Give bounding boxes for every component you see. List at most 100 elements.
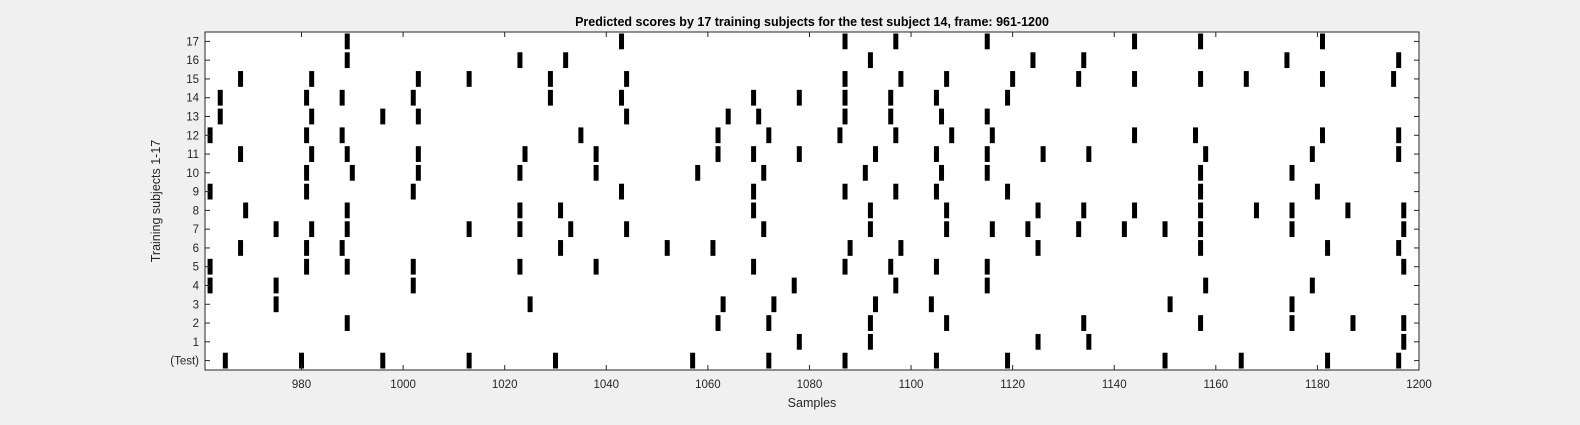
event-mark-row-12-7 [893, 127, 899, 144]
event-mark-row-3-2 [720, 296, 726, 313]
event-mark-row-7-17 [1401, 221, 1407, 238]
event-mark-row-test-7 [842, 352, 848, 369]
y-tick-label: 9 [193, 187, 199, 199]
event-mark-row-7-14 [1162, 221, 1168, 238]
y-tick-label: 10 [186, 168, 199, 180]
event-mark-row-15-8 [944, 71, 950, 87]
event-mark-row-3-7 [1289, 296, 1295, 313]
event-mark-row-12-13 [1396, 127, 1402, 144]
event-mark-row-10-5 [695, 164, 701, 181]
event-mark-row-13-10 [984, 108, 990, 125]
event-mark-row-9-4 [751, 183, 757, 200]
event-mark-row-4-5 [984, 277, 990, 294]
y-tick-label: 13 [186, 112, 199, 124]
event-mark-row-6-8 [1035, 240, 1041, 256]
y-tick-label: 15 [186, 74, 199, 86]
event-mark-row-15-10 [1076, 71, 1082, 87]
event-mark-row-10-2 [415, 164, 421, 181]
x-tick-label: 1000 [390, 379, 416, 391]
event-mark-row-10-4 [593, 164, 599, 181]
event-mark-row-9-0 [207, 183, 213, 200]
x-tick-label: 1080 [797, 379, 823, 391]
event-mark-row-14-5 [619, 89, 625, 106]
event-mark-row-7-16 [1289, 221, 1295, 238]
event-mark-row-10-1 [349, 164, 355, 181]
event-mark-row-13-7 [842, 108, 848, 125]
event-mark-row-13-4 [624, 108, 630, 125]
event-mark-row-9-9 [1198, 183, 1204, 200]
event-mark-row-6-5 [710, 240, 716, 256]
event-mark-row-17-4 [984, 33, 990, 50]
event-mark-row-11-8 [796, 146, 802, 162]
event-mark-row-7-15 [1198, 221, 1204, 238]
event-mark-row-8-1 [344, 202, 350, 219]
event-mark-row-7-12 [1076, 221, 1082, 238]
x-axis-ticks: 980 1000 1020 1040 1060 1080 1100 1120 1140 1160 1… [292, 32, 1432, 391]
event-mark-row-8-2 [517, 202, 523, 219]
event-mark-row-7-13 [1121, 221, 1127, 238]
event-mark-row-17-3 [893, 33, 899, 50]
event-mark-row-6-6 [847, 240, 853, 256]
event-mark-row-17-0 [344, 33, 350, 50]
event-mark-row-14-4 [547, 89, 553, 106]
x-tick-label: 980 [292, 379, 311, 391]
event-mark-row-test-1 [299, 352, 305, 369]
event-mark-row-15-2 [415, 71, 421, 87]
event-mark-row-7-4 [517, 221, 523, 238]
event-mark-row-test-9 [1005, 352, 1011, 369]
y-tick-label: 3 [193, 299, 199, 311]
event-mark-row-12-10 [1132, 127, 1138, 144]
event-mark-row-5-11 [1401, 258, 1407, 275]
event-mark-row-test-3 [466, 352, 472, 369]
event-mark-row-test-8 [933, 352, 939, 369]
y-tick-label: 16 [186, 55, 199, 67]
event-mark-row-test-2 [380, 352, 386, 369]
event-mark-row-8-7 [1035, 202, 1041, 219]
event-mark-row-6-10 [1325, 240, 1331, 256]
event-mark-row-9-3 [619, 183, 625, 200]
event-mark-row-5-0 [207, 258, 213, 275]
event-mark-row-8-0 [243, 202, 249, 219]
y-tick-label: 6 [193, 243, 199, 255]
event-mark-row-6-2 [339, 240, 345, 256]
event-mark-row-16-7 [1396, 52, 1402, 69]
event-mark-row-7-0 [273, 221, 279, 238]
event-mark-row-13-6 [756, 108, 762, 125]
event-mark-row-17-2 [842, 33, 848, 50]
event-mark-row-15-12 [1198, 71, 1204, 87]
y-tick-label: 4 [193, 281, 200, 293]
event-mark-row-3-3 [771, 296, 777, 313]
event-mark-row-5-3 [410, 258, 416, 275]
event-mark-row-17-7 [1319, 33, 1325, 50]
event-mark-row-7-2 [344, 221, 350, 238]
event-mark-row-7-11 [1025, 221, 1031, 238]
event-mark-row-7-3 [466, 221, 472, 238]
event-mark-row-15-5 [624, 71, 630, 87]
event-mark-row-12-8 [949, 127, 955, 144]
event-mark-row-16-4 [1030, 52, 1036, 69]
event-mark-row-13-0 [217, 108, 223, 125]
event-mark-row-12-2 [339, 127, 345, 144]
event-mark-row-16-1 [517, 52, 523, 69]
event-mark-row-8-5 [867, 202, 873, 219]
event-mark-row-6-1 [304, 240, 310, 256]
event-mark-row-12-12 [1319, 127, 1325, 144]
event-mark-row-13-3 [415, 108, 421, 125]
event-mark-row-6-9 [1198, 240, 1204, 256]
event-mark-row-4-3 [791, 277, 797, 294]
event-mark-row-10-9 [984, 164, 990, 181]
event-mark-row-2-8 [1350, 315, 1356, 331]
event-mark-row-11-14 [1203, 146, 1209, 162]
y-tick-label: (Test) [170, 356, 199, 368]
event-mark-row-12-0 [207, 127, 213, 144]
event-mark-row-10-3 [517, 164, 523, 181]
event-mark-row-2-3 [867, 315, 873, 331]
event-mark-row-1-1 [867, 333, 873, 350]
event-marks [207, 33, 1407, 369]
event-mark-row-3-0 [273, 296, 279, 313]
event-mark-row-2-2 [766, 315, 772, 331]
event-mark-row-5-4 [517, 258, 523, 275]
event-mark-row-4-6 [1203, 277, 1209, 294]
